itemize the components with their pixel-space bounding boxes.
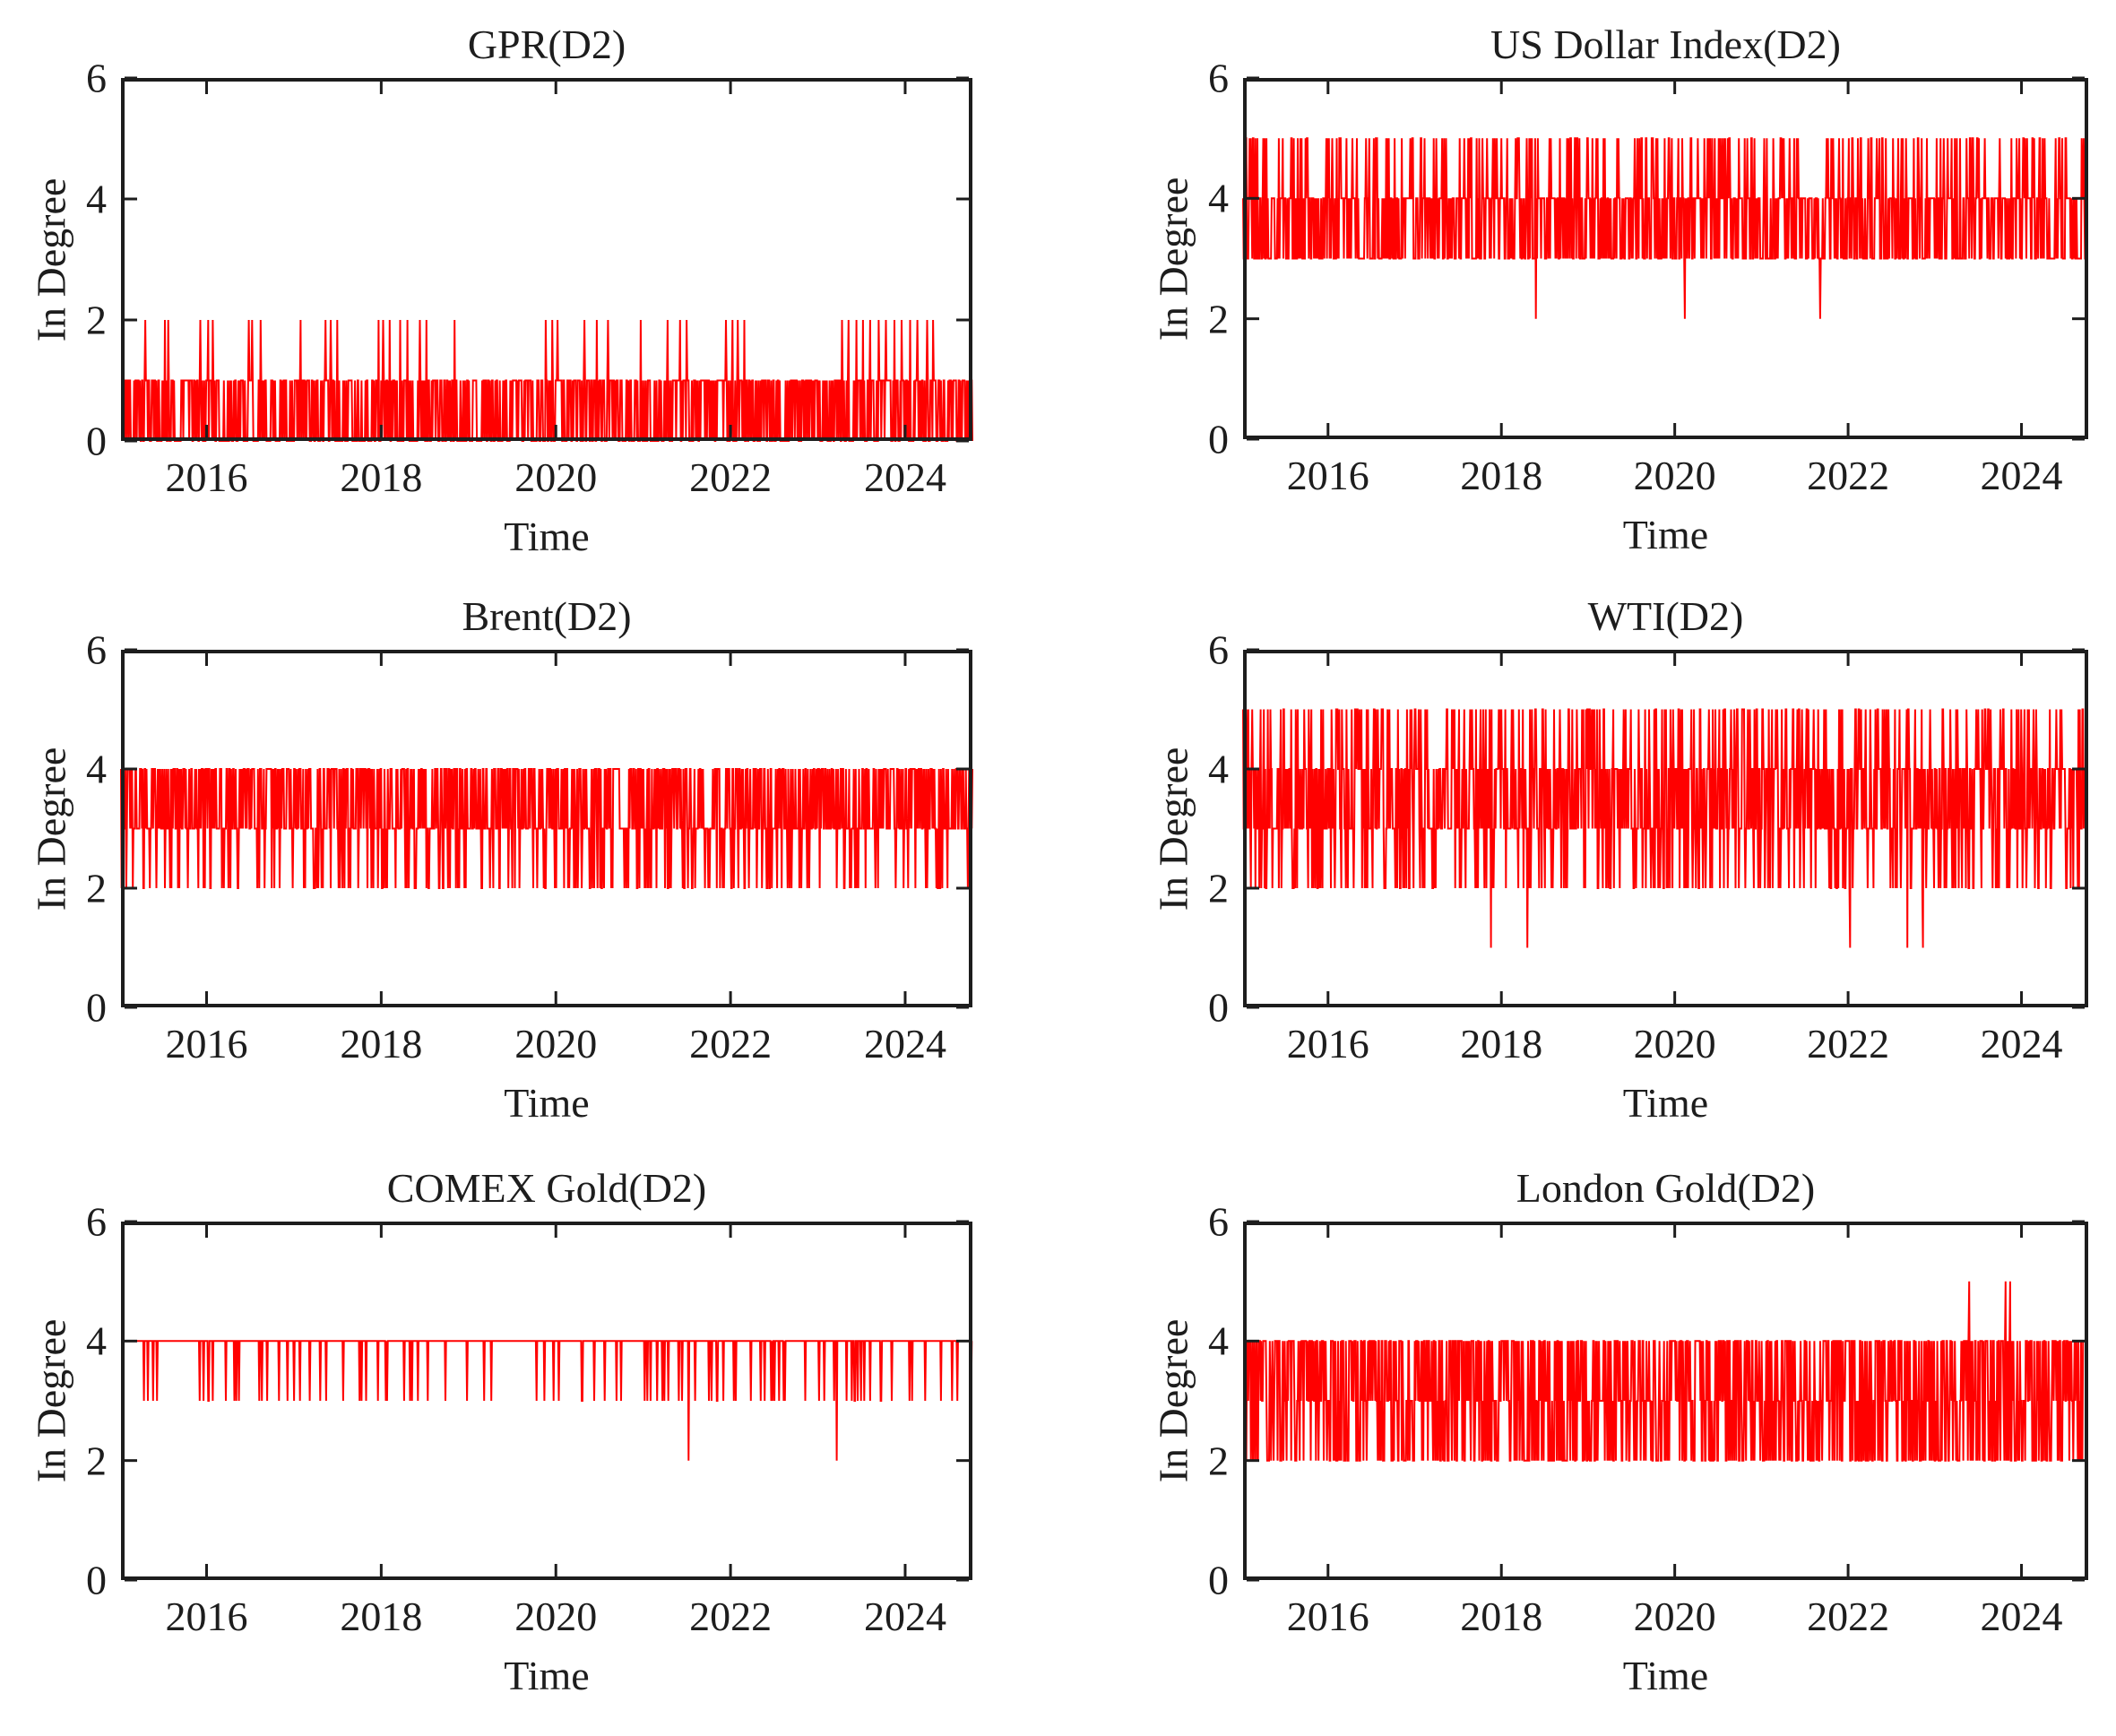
series-line xyxy=(121,1340,973,1461)
axes-box xyxy=(121,1222,972,1580)
y-tick-label: 0 xyxy=(1208,1557,1229,1603)
subplot-london-gold-d2: London Gold(D2) In Degree Time 2016 2018 2… xyxy=(1151,1165,2088,1698)
subplot-title: London Gold(D2) xyxy=(1516,1165,1816,1211)
x-tick-label: 2020 xyxy=(514,454,598,500)
plot-area xyxy=(1242,76,2088,441)
x-tick-label: 2022 xyxy=(689,1021,773,1067)
y-axis-label: In Degree xyxy=(28,177,74,341)
y-tick-label: 2 xyxy=(86,1438,107,1484)
y-tick-label: 0 xyxy=(86,1557,107,1603)
axes-box xyxy=(1243,1222,2088,1580)
y-tick-label: 4 xyxy=(86,746,107,792)
plot-area xyxy=(121,1220,973,1582)
x-tick-label: 2020 xyxy=(514,1021,598,1067)
subplot-brent-d2: Brent(D2) In Degree Time 2016 2018 2020 202… xyxy=(29,593,973,1126)
y-tick-label: 2 xyxy=(86,297,107,343)
x-tick-label: 2018 xyxy=(340,454,423,500)
x-tick-label: 2016 xyxy=(165,1021,248,1067)
x-tick-label: 2020 xyxy=(514,1593,598,1639)
x-tick-label: 2016 xyxy=(165,454,248,500)
x-tick-label: 2020 xyxy=(1633,1593,1716,1639)
x-tick-label: 2018 xyxy=(1460,453,1543,498)
x-tick-label: 2016 xyxy=(1286,1021,1369,1067)
x-tick-label: 2016 xyxy=(1286,453,1369,498)
y-tick-label: 6 xyxy=(1208,626,1229,673)
subplot-title: Brent(D2) xyxy=(462,593,632,639)
subplot-gpr-d2: GPR(D2) In Degree Time 2016 2018 2020 2022 2… xyxy=(29,22,973,559)
x-tick-label: 2024 xyxy=(1980,453,2063,498)
subplot-usd-index-d2: US Dollar Index(D2) In Degree Time 2016 2… xyxy=(1151,22,2088,557)
x-tick-label: 2020 xyxy=(1633,1021,1716,1067)
x-tick-label: 2022 xyxy=(1807,453,1890,498)
x-tick-label: 2020 xyxy=(1633,453,1716,498)
y-axis-label: In Degree xyxy=(1150,747,1196,911)
x-tick-label: 2016 xyxy=(165,1593,248,1639)
axes-box xyxy=(1243,650,2088,1007)
x-axis-label: Time xyxy=(504,1080,590,1126)
y-tick-label: 2 xyxy=(1208,1438,1229,1484)
subplot-title: US Dollar Index(D2) xyxy=(1490,22,1841,67)
series-line xyxy=(1243,1281,2088,1462)
subplot-title: COMEX Gold(D2) xyxy=(386,1165,707,1211)
x-axis-label: Time xyxy=(1622,1080,1709,1126)
x-tick-label: 2018 xyxy=(340,1021,423,1067)
axes-box xyxy=(1243,78,2088,439)
y-tick-label: 6 xyxy=(1208,55,1229,101)
y-tick-label: 0 xyxy=(1208,984,1229,1031)
y-axis-label: In Degree xyxy=(28,747,74,911)
x-tick-label: 2024 xyxy=(863,454,946,500)
series-line xyxy=(121,319,973,442)
x-tick-label: 2022 xyxy=(1807,1593,1890,1639)
x-axis-label: Time xyxy=(1622,1653,1709,1698)
x-tick-label: 2018 xyxy=(1460,1021,1543,1067)
x-tick-label: 2024 xyxy=(1980,1021,2063,1067)
y-tick-label: 4 xyxy=(86,176,107,222)
subplot-title: GPR(D2) xyxy=(467,22,626,67)
x-tick-label: 2024 xyxy=(863,1021,946,1067)
subplot-wti-d2: WTI(D2) In Degree Time 2016 2018 2020 2022 2… xyxy=(1151,593,2088,1126)
x-tick-label: 2024 xyxy=(863,1593,946,1639)
y-axis-label: In Degree xyxy=(1150,177,1196,341)
plot-area xyxy=(121,76,973,443)
series-line xyxy=(1242,137,2088,319)
y-tick-label: 0 xyxy=(86,418,107,464)
axes-box xyxy=(121,78,972,441)
y-axis-label: In Degree xyxy=(1150,1318,1196,1483)
x-tick-label: 2016 xyxy=(1286,1593,1369,1639)
y-tick-label: 6 xyxy=(86,55,107,101)
subplot-title: WTI(D2) xyxy=(1587,593,1744,639)
x-axis-label: Time xyxy=(504,1653,590,1698)
series-line xyxy=(120,768,973,889)
subplot-comex-gold-d2: COMEX Gold(D2) In Degree Time 2016 2018 20… xyxy=(29,1165,973,1698)
plot-area xyxy=(1242,648,2088,1009)
y-tick-label: 6 xyxy=(86,1198,107,1245)
y-tick-label: 6 xyxy=(1208,1198,1229,1245)
y-tick-label: 4 xyxy=(86,1317,107,1364)
x-axis-label: Time xyxy=(504,514,590,559)
y-tick-label: 2 xyxy=(86,865,107,911)
axes-box xyxy=(121,650,972,1007)
y-tick-label: 2 xyxy=(1208,865,1229,911)
y-tick-label: 4 xyxy=(1208,175,1229,221)
x-tick-label: 2018 xyxy=(1460,1593,1543,1639)
y-tick-label: 4 xyxy=(1208,746,1229,792)
y-axis-label: In Degree xyxy=(28,1318,74,1483)
series-line xyxy=(1242,708,2088,948)
plot-area xyxy=(1243,1220,2088,1582)
x-axis-label: Time xyxy=(1622,512,1709,557)
plot-area xyxy=(120,648,973,1009)
y-tick-label: 0 xyxy=(86,984,107,1031)
y-tick-label: 6 xyxy=(86,626,107,673)
y-tick-label: 0 xyxy=(1208,416,1229,462)
x-tick-label: 2024 xyxy=(1980,1593,2063,1639)
x-tick-label: 2022 xyxy=(689,454,773,500)
y-tick-label: 2 xyxy=(1208,296,1229,342)
x-tick-label: 2022 xyxy=(689,1593,773,1639)
x-tick-label: 2018 xyxy=(340,1593,423,1639)
y-tick-label: 4 xyxy=(1208,1317,1229,1364)
x-tick-label: 2022 xyxy=(1807,1021,1890,1067)
